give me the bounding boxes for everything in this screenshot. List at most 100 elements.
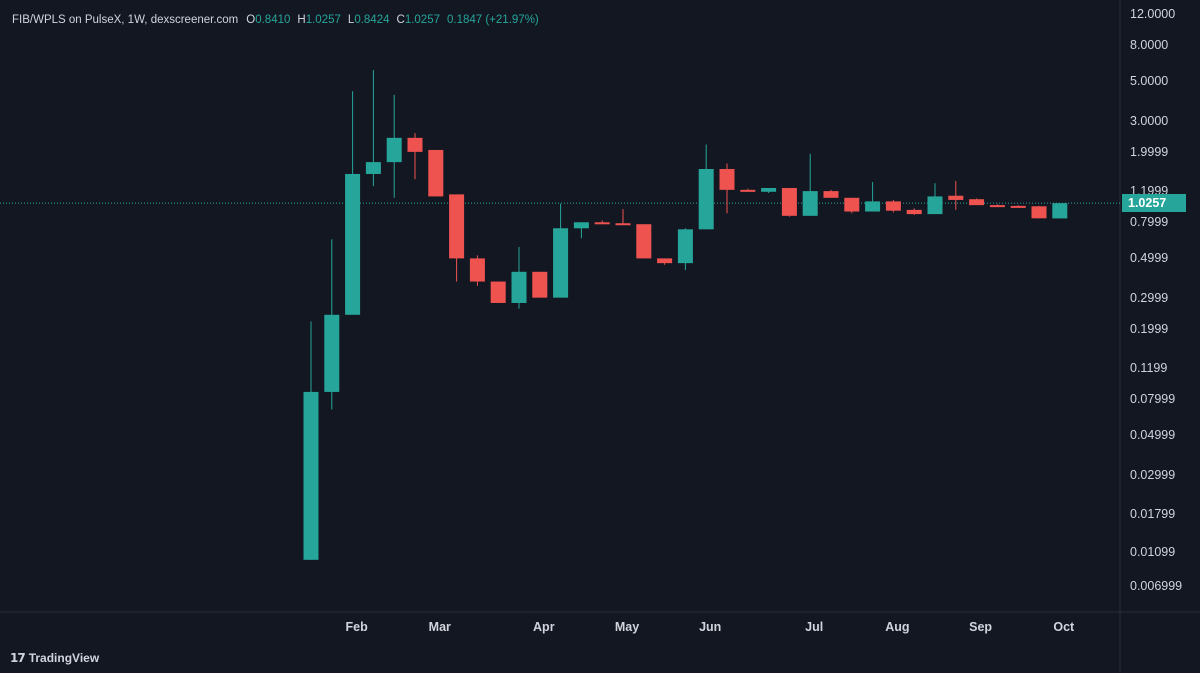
candle-body xyxy=(844,197,860,212)
candle xyxy=(365,70,381,187)
candle xyxy=(490,281,506,303)
candle xyxy=(615,209,631,226)
candle-body xyxy=(781,187,797,216)
candle-body xyxy=(802,191,818,216)
candle-body xyxy=(1010,205,1026,208)
candle xyxy=(636,224,652,259)
candle-body xyxy=(989,205,1005,208)
candle xyxy=(698,144,714,230)
x-tick-label: Jun xyxy=(699,620,722,634)
candle-body xyxy=(324,314,340,392)
candle xyxy=(1031,205,1047,219)
open-value: 0.8410 xyxy=(255,14,291,26)
change-value: 0.1847 (+21.97%) xyxy=(447,14,539,26)
candle xyxy=(844,197,860,214)
candle-body xyxy=(490,281,506,303)
x-tick-label: Mar xyxy=(428,620,451,634)
x-tick-label: Apr xyxy=(533,620,555,634)
candle xyxy=(407,133,423,180)
candle xyxy=(719,163,735,214)
candle-body xyxy=(865,201,881,212)
y-tick-label: 0.01799 xyxy=(1130,506,1176,521)
y-tick-label: 0.07999 xyxy=(1130,392,1176,407)
candle-body xyxy=(553,228,569,298)
candle-body xyxy=(345,173,361,315)
candle xyxy=(1010,205,1026,208)
candle xyxy=(906,208,922,215)
candle xyxy=(969,198,985,206)
candle xyxy=(781,187,797,217)
candle-body xyxy=(927,196,943,215)
candle-body xyxy=(969,199,985,206)
high-key: H xyxy=(297,14,306,26)
y-tick-label: 0.2999 xyxy=(1130,290,1169,305)
tradingview-logo[interactable]: 17 TradingView xyxy=(10,651,99,665)
low-key: L xyxy=(347,14,355,26)
y-tick-label: 0.02999 xyxy=(1130,467,1176,482)
y-tick-label: 0.4999 xyxy=(1130,251,1169,266)
candle-body xyxy=(740,189,756,192)
candle xyxy=(657,258,673,265)
tradingview-logo-text: TradingView xyxy=(28,651,100,665)
x-tick-label: May xyxy=(614,620,640,634)
candle-body xyxy=(761,187,777,192)
candle xyxy=(511,246,527,309)
candle xyxy=(927,183,943,215)
candle xyxy=(303,321,319,560)
x-tick-label: Feb xyxy=(345,620,368,634)
low-value: 0.8424 xyxy=(354,14,390,26)
y-tick-label: 0.1999 xyxy=(1130,321,1169,336)
candle-body xyxy=(449,194,465,259)
candle-body xyxy=(719,169,735,190)
candle-body xyxy=(532,271,548,298)
candle xyxy=(532,271,548,298)
y-tick-label: 0.7999 xyxy=(1130,215,1169,230)
candle-body xyxy=(1052,203,1068,219)
candle xyxy=(823,189,839,198)
candle xyxy=(740,188,756,192)
candle xyxy=(469,255,485,286)
y-tick-label: 0.1199 xyxy=(1130,361,1168,376)
y-tick-label: 0.01099 xyxy=(1130,544,1176,559)
y-tick-label: 3.0000 xyxy=(1130,113,1169,128)
candle xyxy=(428,149,444,197)
candle xyxy=(386,94,402,198)
candle-body xyxy=(657,258,673,264)
candle xyxy=(989,204,1005,208)
candle-body xyxy=(823,191,839,198)
x-tick-label: Oct xyxy=(1053,620,1075,634)
candle xyxy=(885,199,901,213)
candle xyxy=(449,194,465,282)
candle xyxy=(802,153,818,216)
candle-body xyxy=(906,209,922,215)
candle-body xyxy=(1031,206,1047,219)
candle-body xyxy=(428,149,444,197)
candle-body xyxy=(303,391,319,560)
candle-body xyxy=(469,258,485,282)
y-tick-label: 8.0000 xyxy=(1130,38,1169,53)
candle-body xyxy=(615,223,631,226)
candle-body xyxy=(365,162,381,174)
candle-body xyxy=(677,229,693,264)
candle xyxy=(948,180,964,210)
candle-body xyxy=(698,169,714,230)
x-tick-label: Aug xyxy=(885,620,910,634)
candle-body xyxy=(386,137,402,163)
candle xyxy=(1052,203,1068,219)
last-price-label: 1.0257 xyxy=(1122,194,1186,213)
open-key: O xyxy=(246,14,256,26)
candle xyxy=(594,220,610,225)
symbol-label: FIB/WPLS on PulseX, 1W, dexscreener.com xyxy=(12,14,239,26)
y-tick-label: 12.0000 xyxy=(1130,7,1176,22)
y-tick-label: 0.006999 xyxy=(1130,579,1183,594)
candle xyxy=(553,203,569,298)
x-tick-label: Sep xyxy=(969,620,993,634)
candle-body xyxy=(948,195,964,200)
candle-body xyxy=(511,271,527,303)
tradingview-logo-icon: 17 xyxy=(10,651,26,665)
candle xyxy=(324,239,340,410)
y-tick-label: 5.0000 xyxy=(1130,74,1169,89)
close-value: 1.0257 xyxy=(404,14,440,26)
y-tick-label: 1.9999 xyxy=(1130,144,1169,159)
